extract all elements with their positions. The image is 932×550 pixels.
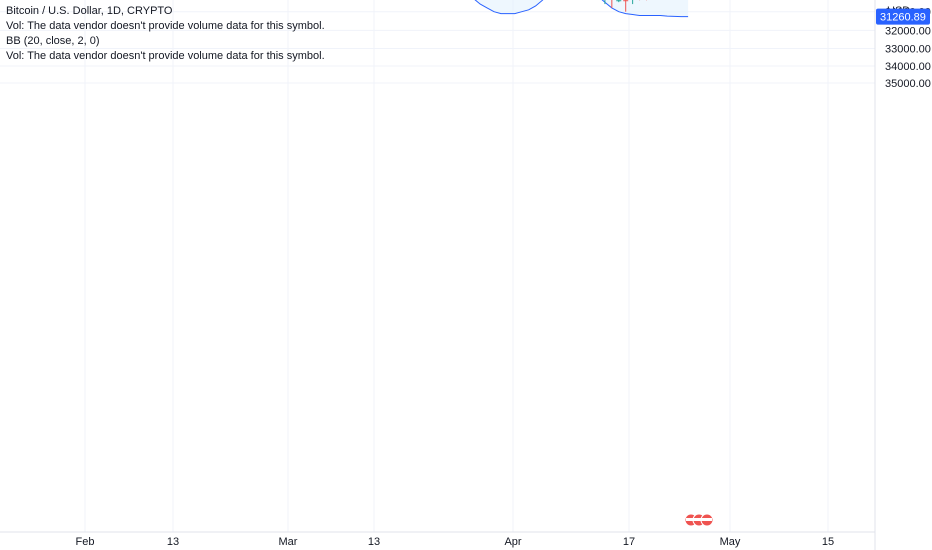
candle-body: [623, 0, 629, 2]
upper-band-tag-bg: [876, 8, 930, 25]
price-tick-label: 34000.00: [885, 61, 931, 73]
price-tick-label: 33000.00: [885, 43, 931, 55]
time-tick-label: Apr: [504, 536, 521, 548]
flag-icon[interactable]: [684, 513, 714, 527]
time-axis: Feb 13 Mar 13 Apr 17 May 15: [0, 531, 875, 548]
bollinger-band-fill: [475, 0, 689, 17]
time-tick-label: Feb: [76, 536, 95, 548]
price-axis: USD35000.0034000.0033000.0032000.0031000…: [874, 0, 931, 550]
candles: [604, 0, 647, 12]
chart-legend: Bitcoin / U.S. Dollar, 1D, CRYPTO Vol: T…: [6, 4, 325, 64]
time-tick-label: Mar: [279, 536, 298, 548]
price-tick-label: 32000.00: [885, 25, 931, 37]
candle: [604, 0, 606, 5]
bollinger-legend[interactable]: BB (20, close, 2, 0): [6, 35, 100, 47]
volume-note: Vol: The data vendor doesn't provide vol…: [6, 20, 325, 32]
time-tick-label: May: [720, 536, 741, 548]
candle: [611, 0, 613, 8]
upper-band-tag-value: 31260.89: [880, 12, 926, 24]
candle: [623, 0, 629, 12]
candle: [632, 0, 634, 5]
time-tick-label: 17: [623, 536, 635, 548]
price-tags: 31260.8928903.1026545.3027403.81BTCUSD: [876, 8, 930, 25]
chart-grid: [0, 0, 875, 532]
time-tick-label: 13: [167, 536, 179, 548]
candle: [616, 0, 622, 3]
upper-band-tag: 31260.89: [876, 8, 930, 25]
symbol-title[interactable]: Bitcoin / U.S. Dollar, 1D, CRYPTO: [6, 5, 173, 17]
time-tick-label: 15: [822, 536, 834, 548]
volume-note-2: Vol: The data vendor doesn't provide vol…: [6, 50, 325, 62]
candle-body: [616, 0, 622, 2]
time-tick-label: 13: [368, 536, 380, 548]
price-tick-label: 35000.00: [885, 78, 931, 90]
